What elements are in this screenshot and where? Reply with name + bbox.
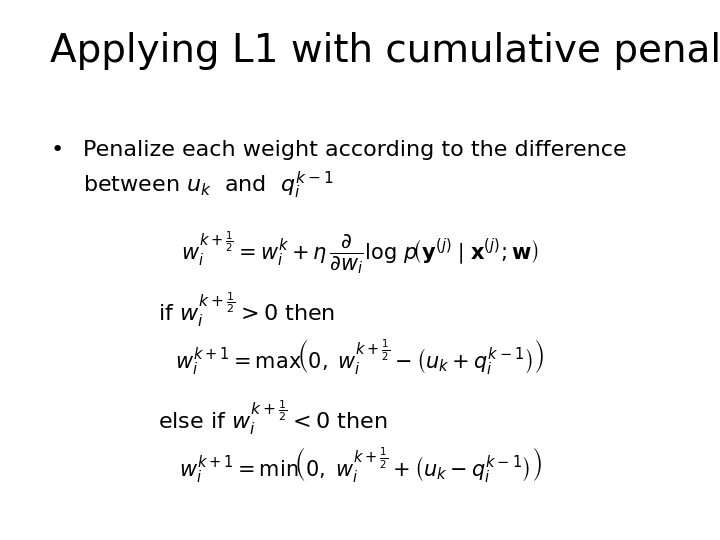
Text: between $u_k$  and  $q_i^{k-1}$: between $u_k$ and $q_i^{k-1}$ xyxy=(83,170,333,201)
Text: $w_i^{k+1} = \min\!\left(0,\; w_i^{k+\frac{1}{2}} + \left(u_k - q_i^{k-1}\right): $w_i^{k+1} = \min\!\left(0,\; w_i^{k+\fr… xyxy=(179,446,541,484)
Text: Penalize each weight according to the difference: Penalize each weight according to the di… xyxy=(83,140,626,160)
Text: Applying L1 with cumulative penalty: Applying L1 with cumulative penalty xyxy=(50,32,720,70)
Text: if $w_i^{k+\frac{1}{2}} > 0$ then: if $w_i^{k+\frac{1}{2}} > 0$ then xyxy=(158,291,336,329)
Text: $w_i^{k+\frac{1}{2}} = w_i^k + \eta\,\dfrac{\partial}{\partial w_i}\log\, p\!\le: $w_i^{k+\frac{1}{2}} = w_i^k + \eta\,\df… xyxy=(181,230,539,276)
Text: $w_i^{k+1} = \max\!\left(0,\; w_i^{k+\frac{1}{2}} - \left(u_k + q_i^{k-1}\right): $w_i^{k+1} = \max\!\left(0,\; w_i^{k+\fr… xyxy=(176,338,544,376)
Text: else if $w_i^{k+\frac{1}{2}} < 0$ then: else if $w_i^{k+\frac{1}{2}} < 0$ then xyxy=(158,398,388,437)
Text: •: • xyxy=(50,140,63,160)
